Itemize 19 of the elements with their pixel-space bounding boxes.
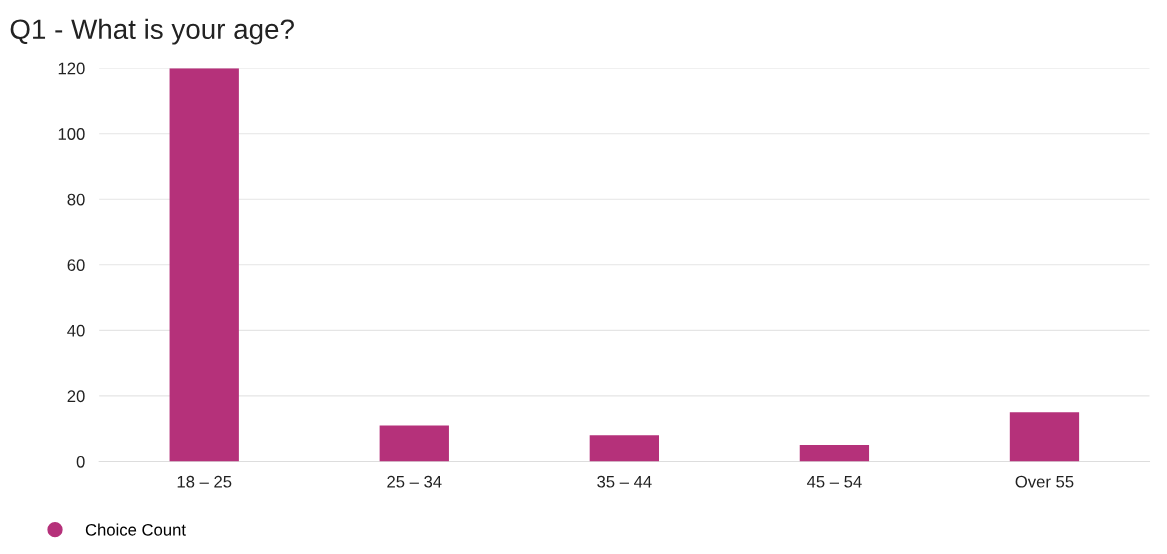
x-tick-label: 18 – 25 bbox=[177, 475, 232, 488]
y-tick-label: 60 bbox=[67, 259, 85, 272]
x-tick-label: 45 – 54 bbox=[806, 475, 862, 488]
y-tick-label: 80 bbox=[67, 193, 85, 206]
x-tick-label: 35 – 44 bbox=[597, 475, 652, 488]
y-tick-label: 20 bbox=[67, 390, 85, 403]
bar bbox=[589, 435, 659, 462]
x-tick-label: Over 55 bbox=[1015, 475, 1074, 488]
y-tick-label: 100 bbox=[58, 128, 85, 140]
legend-label: Choice Count bbox=[85, 523, 186, 536]
chart-title: Q1 - What is your age? bbox=[10, 18, 294, 45]
bar bbox=[169, 68, 239, 462]
bar bbox=[799, 445, 870, 462]
y-tick-label: 120 bbox=[58, 62, 85, 75]
y-tick-label: 40 bbox=[67, 324, 85, 337]
y-tick-label: 0 bbox=[76, 455, 85, 468]
bar bbox=[1009, 412, 1080, 462]
x-tick-label: 25 – 34 bbox=[387, 475, 442, 488]
bar bbox=[379, 425, 449, 462]
